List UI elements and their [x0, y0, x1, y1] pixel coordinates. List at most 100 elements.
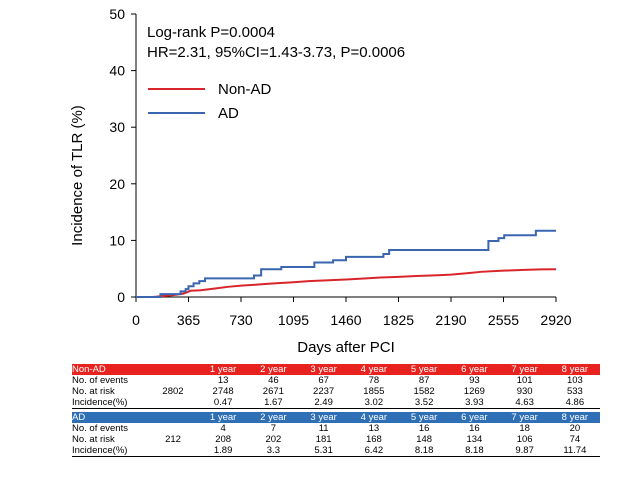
row-label: No. at risk [72, 386, 115, 397]
x-axis-label: Days after PCI [297, 339, 395, 356]
baseline-n: 212 [165, 434, 181, 445]
baseline-n [148, 423, 198, 434]
series-line-ad [136, 229, 556, 298]
group-name: AD [72, 412, 148, 423]
table-cell: 93 [469, 375, 480, 386]
year-header: 1 year [198, 364, 249, 375]
x-axis-ticks: 0 365 730 1095 1460 1825 2190 2555 2920 [132, 297, 572, 328]
events-row: No. of events 4 7 11 13 16 16 18 20 [72, 423, 600, 434]
x-tick-label: 2555 [488, 312, 519, 328]
table-cell: 67 [318, 375, 329, 386]
series-line-non-ad [136, 268, 557, 298]
year-header: 2 year [248, 412, 299, 423]
row-label: No. at risk [72, 434, 115, 445]
table-cell: 1269 [463, 386, 485, 397]
legend: Non-AD AD [148, 81, 272, 122]
year-header: 4 year [348, 364, 399, 375]
table-cell: 103 [566, 375, 583, 386]
table-cell: 78 [368, 375, 380, 386]
table-cell: 8.18 [399, 445, 450, 457]
incidence-row: Incidence(%) 1.89 3.3 5.31 6.42 8.18 8.18 9.87 1… [72, 445, 600, 457]
annotations: Log-rank P=0.0004 HR=2.31, 95%CI=1.43-3.7… [147, 24, 405, 61]
table-cell: 5.31 [298, 445, 349, 457]
legend-label-non-ad: Non-AD [218, 81, 272, 98]
table-group-header: Non-AD 1 year 2 year 3 year 4 year 5 year 6 ye… [72, 364, 600, 375]
row-label: No. of events [72, 423, 128, 434]
table-cell: 3.3 [248, 445, 299, 457]
y-axis-label: Incidence of TLR (%) [69, 105, 86, 246]
table-cell: 4 [220, 423, 226, 434]
year-header: 7 year [499, 364, 550, 375]
year-header: 2 year [248, 364, 299, 375]
table-cell: 9.87 [499, 445, 550, 457]
table-cell: 533 [566, 386, 583, 397]
y-tick-label: 30 [109, 119, 125, 135]
legend-label-ad: AD [218, 105, 239, 122]
table-cell: 3.02 [348, 397, 399, 409]
x-tick-label: 365 [177, 312, 201, 328]
at-risk-row: No. at risk 2802 2748 2671 2237 1855 1582 1269 9… [72, 386, 600, 397]
table-cell: 11 [318, 423, 329, 434]
table-cell: 1582 [413, 386, 435, 397]
x-tick-label: 1825 [383, 312, 414, 328]
year-header: 6 year [449, 412, 500, 423]
table-cell: 4.86 [549, 397, 600, 409]
header-blank [148, 412, 198, 423]
table-cell: 101 [516, 375, 533, 386]
table-cell: 3.52 [399, 397, 450, 409]
table-cell: 46 [268, 375, 279, 386]
year-header: 8 year [549, 364, 600, 375]
table-cell: 13 [217, 375, 229, 386]
table-cell: 168 [365, 434, 382, 445]
table-cell: 16 [469, 423, 480, 434]
table-cell: 930 [516, 386, 533, 397]
baseline-n [148, 397, 198, 409]
events-row: No. of events 13 46 67 78 87 93 101 103 [72, 375, 600, 386]
row-label: No. of events [72, 375, 128, 386]
table-cell: 0.47 [198, 397, 249, 409]
baseline-n [148, 445, 198, 457]
table-cell: 2671 [262, 386, 284, 397]
baseline-n [148, 375, 198, 386]
table-cell: 7 [270, 423, 277, 434]
at-risk-row: No. at risk 212 208 202 181 168 148 134 106 74 [72, 434, 600, 445]
table-cell: 87 [418, 375, 430, 386]
table-cell: 181 [315, 434, 332, 445]
group-name: Non-AD [72, 364, 148, 375]
y-tick-label: 40 [109, 63, 125, 79]
table-cell: 18 [519, 423, 530, 434]
x-tick-label: 1095 [278, 312, 309, 328]
table-cell: 208 [215, 434, 232, 445]
x-tick-label: 0 [132, 312, 140, 328]
table-cell: 13 [368, 423, 380, 434]
table-group-header: AD 1 year 2 year 3 year 4 year 5 year 6 year 7 … [72, 412, 600, 423]
year-header: 3 year [298, 364, 349, 375]
table-cell: 1855 [363, 386, 385, 397]
y-tick-label: 0 [117, 289, 125, 305]
km-chart: 0 10 20 30 40 50 0 365 730 1095 1460 1825 2190 2555 2… [69, 6, 572, 356]
incidence-row: Incidence(%) 0.47 1.67 2.49 3.02 3.52 3.93 4.63… [72, 397, 600, 409]
year-header: 1 year [198, 412, 249, 423]
table-cell: 106 [516, 434, 533, 445]
year-header: 5 year [399, 412, 450, 423]
table-cell: 11.74 [549, 445, 600, 457]
table-cell: 2748 [212, 386, 234, 397]
year-header: 3 year [298, 412, 349, 423]
x-tick-label: 2920 [540, 312, 571, 328]
table-cell: 1.67 [248, 397, 299, 409]
table-cell: 16 [418, 423, 430, 434]
row-label: Incidence(%) [72, 445, 148, 457]
risk-table: Non-AD 1 year 2 year 3 year 4 year 5 year 6 ye… [72, 364, 600, 457]
row-label: Incidence(%) [72, 397, 148, 409]
series-lines [136, 229, 557, 298]
table-cell: 8.18 [449, 445, 500, 457]
table-cell: 4.63 [499, 397, 550, 409]
table-cell: 2237 [313, 386, 335, 397]
year-header: 5 year [399, 364, 450, 375]
year-header: 8 year [549, 412, 600, 423]
table-cell: 1.89 [198, 445, 249, 457]
x-tick-label: 1460 [330, 312, 361, 328]
table-cell: 20 [569, 423, 581, 434]
table-cell: 74 [569, 434, 581, 445]
annotation-text: HR=2.31, 95%CI=1.43-3.73, P=0.0006 [147, 44, 405, 61]
